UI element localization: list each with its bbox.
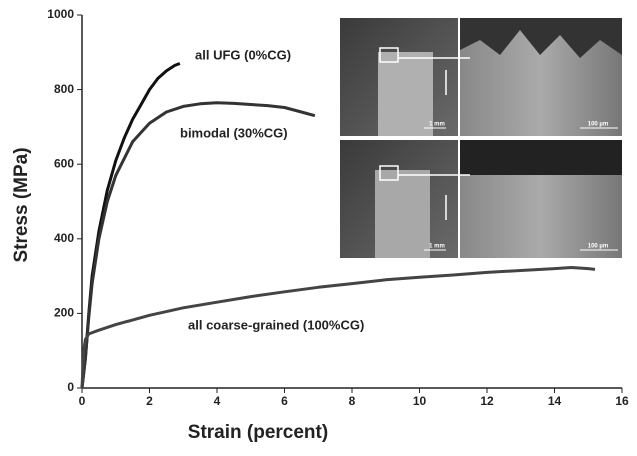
x-tick-label: 8 — [349, 394, 356, 408]
y-tick-label: 400 — [54, 231, 74, 245]
y-axis-label: Stress (MPa) — [11, 147, 32, 262]
series-line — [80, 101, 316, 389]
x-tick-label: 6 — [281, 394, 288, 408]
y-tick-label: 0 — [67, 380, 74, 394]
y-tick-label: 600 — [54, 156, 74, 170]
x-tick-label: 4 — [214, 394, 221, 408]
zoom-box — [379, 165, 399, 181]
y-tick-label: 800 — [54, 82, 74, 96]
x-tick-label: 2 — [146, 394, 153, 408]
inset — [340, 18, 622, 258]
fracture-edge — [460, 140, 622, 175]
series-line — [80, 266, 596, 389]
y-tick-label: 1000 — [47, 7, 74, 21]
y-tick-label: 200 — [54, 306, 74, 320]
scale-label: 100 µm — [588, 244, 608, 250]
zoom-box — [379, 47, 399, 63]
scale-label: 100 µm — [588, 122, 608, 128]
x-axis-label: Strain (percent) — [188, 422, 328, 443]
annotation: bimodal (30%CG) — [180, 125, 288, 140]
x-tick-label: 10 — [413, 394, 427, 408]
x-tick-label: 14 — [548, 394, 562, 408]
annotation: all coarse-grained (100%CG) — [188, 317, 364, 332]
x-tick-label: 16 — [615, 394, 629, 408]
scale-label: 1 mm — [429, 122, 445, 128]
annotation: all UFG (0%CG) — [195, 47, 291, 62]
x-tick-label: 12 — [480, 394, 494, 408]
specimen — [375, 170, 430, 258]
scale-label: 1 mm — [429, 244, 445, 250]
x-tick-label: 0 — [79, 394, 86, 408]
fracture-edge — [460, 18, 622, 58]
specimen — [378, 52, 433, 136]
